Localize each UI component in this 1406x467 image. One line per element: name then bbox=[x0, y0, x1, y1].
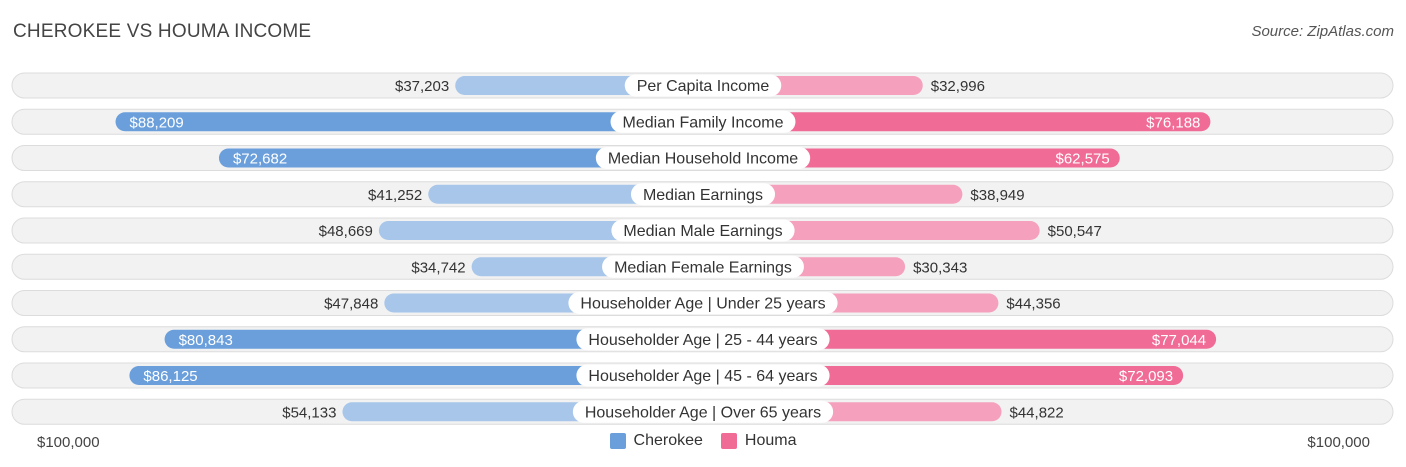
axis-right-label: $100,000 bbox=[1307, 434, 1370, 451]
category-label-householder-age-over-65-years: Householder Age | Over 65 years bbox=[585, 404, 821, 421]
category-pill-per-capita-income bbox=[624, 74, 782, 97]
axis-left-label: $100,000 bbox=[37, 434, 100, 451]
value-label-cherokee-householder-age-under-25-years: $47,848 bbox=[324, 296, 378, 313]
legend-label-houma: Houma bbox=[744, 432, 797, 449]
bar-cherokee-median-family-income bbox=[115, 112, 703, 132]
value-label-cherokee-householder-age-over-65-years: $54,133 bbox=[282, 404, 336, 421]
value-label-cherokee-householder-age-45-64-years: $86,125 bbox=[143, 368, 197, 385]
category-label-householder-age-under-25-years: Householder Age | Under 25 years bbox=[580, 296, 825, 313]
value-label-cherokee-median-household-income: $72,682 bbox=[233, 151, 287, 168]
category-pill-median-household-income bbox=[595, 147, 811, 169]
bar-cherokee-householder-age-25-44-years bbox=[164, 329, 703, 349]
category-label-householder-age-45-64-years: Householder Age | 45 - 64 years bbox=[588, 368, 817, 385]
category-pill-median-family-income bbox=[610, 110, 796, 133]
source-note: Source: ZipAtlas.com bbox=[1251, 23, 1394, 40]
chart-title: CHEROKEE VS HOUMA INCOME bbox=[13, 21, 312, 42]
value-label-houma-median-earnings: $38,949 bbox=[970, 187, 1024, 204]
value-label-houma-householder-age-under-25-years: $44,356 bbox=[1006, 296, 1060, 313]
bar-houma-median-family-income bbox=[703, 112, 1211, 132]
value-label-houma-householder-age-over-65-years: $44,822 bbox=[1010, 404, 1064, 421]
legend: Cherokee Houma bbox=[0, 432, 1406, 450]
legend-swatch-cherokee bbox=[609, 433, 626, 449]
legend-swatch-houma bbox=[720, 433, 737, 449]
category-pill-median-earnings bbox=[630, 183, 776, 206]
value-label-houma-householder-age-45-64-years: $72,093 bbox=[1119, 368, 1173, 385]
legend-item-cherokee: Cherokee bbox=[609, 432, 703, 450]
category-label-median-male-earnings: Median Male Earnings bbox=[623, 223, 782, 240]
category-pill-householder-age-25-44-years bbox=[576, 328, 830, 351]
category-label-median-earnings: Median Earnings bbox=[643, 187, 763, 204]
category-label-median-female-earnings: Median Female Earnings bbox=[614, 259, 792, 276]
legend-item-houma: Houma bbox=[720, 432, 797, 450]
value-label-cherokee-householder-age-25-44-years: $80,843 bbox=[179, 332, 233, 349]
category-pill-householder-age-45-64-years bbox=[576, 364, 830, 387]
category-pill-median-female-earnings bbox=[602, 255, 804, 278]
value-label-houma-per-capita-income: $32,996 bbox=[931, 78, 985, 95]
category-pill-householder-age-over-65-years bbox=[572, 400, 834, 423]
value-label-houma-median-household-income: $62,575 bbox=[1056, 151, 1110, 168]
value-label-cherokee-median-family-income: $88,209 bbox=[130, 114, 184, 131]
value-label-houma-householder-age-25-44-years: $77,044 bbox=[1152, 332, 1206, 349]
category-pill-householder-age-under-25-years bbox=[568, 292, 838, 314]
value-label-cherokee-median-female-earnings: $34,742 bbox=[411, 259, 465, 276]
category-label-median-household-income: Median Household Income bbox=[608, 151, 798, 168]
category-label-per-capita-income: Per Capita Income bbox=[637, 78, 770, 95]
value-label-cherokee-median-earnings: $41,252 bbox=[368, 187, 422, 204]
value-label-houma-median-male-earnings: $50,547 bbox=[1048, 223, 1102, 240]
value-label-cherokee-median-male-earnings: $48,669 bbox=[319, 223, 373, 240]
category-pill-median-male-earnings bbox=[611, 219, 795, 242]
category-label-median-family-income: Median Family Income bbox=[623, 114, 784, 131]
value-label-houma-median-female-earnings: $30,343 bbox=[913, 259, 967, 276]
bar-cherokee-householder-age-45-64-years bbox=[129, 366, 704, 385]
value-label-houma-median-family-income: $76,188 bbox=[1146, 114, 1200, 131]
bar-cherokee-median-household-income bbox=[218, 148, 704, 168]
legend-label-cherokee: Cherokee bbox=[633, 432, 703, 449]
category-label-householder-age-25-44-years: Householder Age | 25 - 44 years bbox=[588, 332, 817, 349]
value-label-cherokee-per-capita-income: $37,203 bbox=[395, 78, 449, 95]
bar-houma-householder-age-25-44-years bbox=[703, 329, 1217, 349]
